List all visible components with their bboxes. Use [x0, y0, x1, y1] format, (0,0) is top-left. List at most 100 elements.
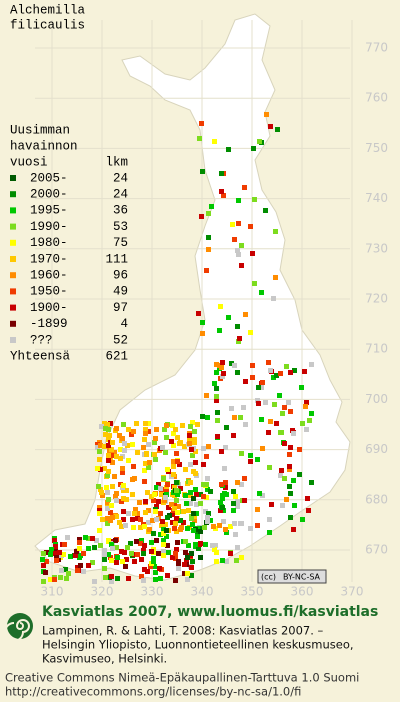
legend-label: 1970- — [30, 252, 68, 266]
record-square — [267, 465, 272, 470]
record-square — [74, 549, 79, 554]
record-square — [135, 511, 140, 516]
record-square — [100, 517, 105, 522]
record-square — [166, 550, 171, 555]
record-square — [105, 521, 110, 526]
badge-cc: (cc) — [261, 573, 276, 582]
record-square — [278, 371, 283, 376]
record-square — [130, 492, 135, 497]
record-square — [233, 532, 238, 537]
record-square — [172, 506, 177, 511]
record-square — [106, 538, 111, 543]
record-square — [165, 515, 170, 520]
record-square — [109, 503, 114, 508]
record-square — [297, 447, 302, 452]
record-square — [132, 476, 137, 481]
record-square — [52, 577, 57, 582]
record-square — [170, 520, 175, 525]
record-square — [217, 363, 222, 368]
northing-label: 710 — [365, 342, 388, 356]
record-square — [187, 438, 192, 443]
record-square — [105, 422, 110, 427]
record-square — [198, 492, 203, 497]
record-square — [78, 563, 83, 568]
legend-label: -1899 — [30, 317, 68, 331]
record-square — [171, 443, 176, 448]
record-square — [103, 575, 108, 580]
record-square — [192, 440, 197, 445]
record-square — [214, 550, 219, 555]
record-square — [178, 518, 183, 523]
record-square — [96, 484, 101, 489]
record-square — [143, 431, 148, 436]
record-square — [286, 400, 291, 405]
record-square — [183, 493, 188, 498]
record-square — [115, 576, 120, 581]
record-square — [208, 489, 213, 494]
record-square — [224, 530, 229, 535]
record-square — [183, 550, 188, 555]
record-square — [226, 315, 231, 320]
record-square — [97, 457, 102, 462]
record-square — [102, 566, 107, 571]
record-square — [141, 578, 146, 583]
logo-disc — [7, 613, 33, 639]
record-square — [194, 511, 199, 516]
record-square — [222, 466, 227, 471]
record-square — [171, 472, 176, 477]
easting-label: 340 — [191, 585, 214, 599]
record-square — [146, 520, 151, 525]
record-square — [154, 538, 159, 543]
record-square — [192, 514, 197, 519]
record-square — [158, 532, 163, 537]
record-square — [195, 534, 200, 539]
record-square — [158, 576, 163, 581]
record-square — [219, 482, 224, 487]
record-square — [223, 485, 228, 490]
record-square — [102, 552, 107, 557]
legend-swatch — [10, 239, 16, 246]
record-square — [215, 434, 220, 439]
record-square — [284, 364, 289, 369]
record-square — [145, 490, 150, 495]
record-square — [229, 406, 234, 411]
record-square — [185, 571, 190, 576]
record-square — [97, 505, 102, 510]
record-square — [259, 417, 264, 422]
record-square — [102, 466, 107, 471]
record-square — [205, 476, 210, 481]
record-square — [198, 529, 203, 534]
record-square — [214, 394, 219, 399]
record-square — [105, 516, 110, 521]
record-square — [92, 545, 97, 550]
record-square — [193, 487, 198, 492]
record-square — [220, 493, 225, 498]
record-square — [175, 459, 180, 464]
record-square — [153, 509, 158, 514]
citation: Kasvimuseo, Helsinki. — [42, 652, 167, 666]
record-square — [112, 450, 117, 455]
record-square — [221, 519, 226, 524]
record-square — [115, 555, 120, 560]
record-square — [218, 304, 223, 309]
record-square — [309, 362, 314, 367]
record-square — [130, 442, 135, 447]
record-square — [109, 447, 114, 452]
record-square — [243, 312, 248, 317]
record-square — [92, 579, 97, 584]
record-square — [120, 559, 125, 564]
record-square — [238, 415, 243, 420]
record-square — [309, 411, 314, 416]
record-square — [274, 373, 279, 378]
record-square — [231, 433, 236, 438]
record-square — [86, 563, 91, 568]
record-square — [106, 453, 111, 458]
record-square — [188, 480, 193, 485]
record-square — [108, 518, 113, 523]
record-square — [224, 559, 229, 564]
record-square — [137, 500, 142, 505]
easting-label: 350 — [241, 585, 264, 599]
record-square — [164, 534, 169, 539]
record-square — [195, 422, 200, 427]
record-square — [201, 446, 206, 451]
